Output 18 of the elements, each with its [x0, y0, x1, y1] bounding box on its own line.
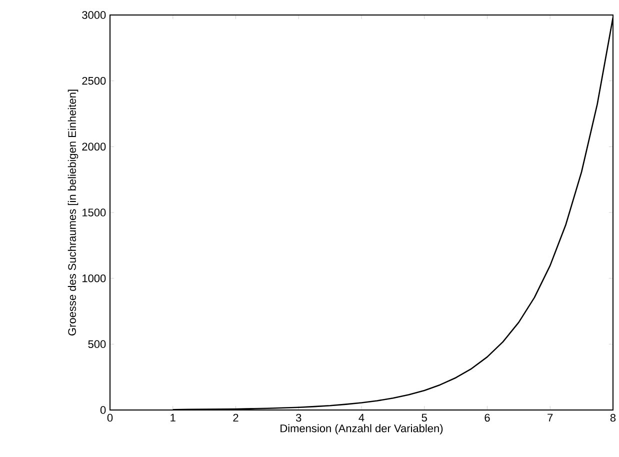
- y-tick-label: 500: [88, 340, 106, 348]
- x-tick-label: 2: [233, 414, 238, 422]
- x-tick-label: 6: [484, 414, 490, 422]
- x-tick-label: 4: [358, 414, 364, 422]
- y-tick-label: 0: [100, 406, 106, 414]
- x-tick-label: 5: [422, 414, 427, 422]
- x-tick-label: 3: [296, 414, 302, 422]
- y-tick-label: 1000: [82, 274, 106, 282]
- x-tick-label: 1: [170, 414, 176, 422]
- y-tick-label: 2500: [82, 76, 106, 85]
- x-axis-title: Dimension (Anzahl der Variablen): [280, 424, 443, 434]
- x-tick-label: 8: [610, 414, 616, 422]
- y-tick-label: 2000: [82, 142, 106, 151]
- y-tick-label: 3000: [82, 11, 106, 19]
- x-tick-label: 7: [548, 414, 553, 422]
- x-tick-label: 0: [107, 414, 113, 422]
- y-axis-title: Groesse des Suchraumes [in beliebigen Einheiten]: [68, 90, 78, 336]
- y-tick-label: 1500: [82, 208, 106, 216]
